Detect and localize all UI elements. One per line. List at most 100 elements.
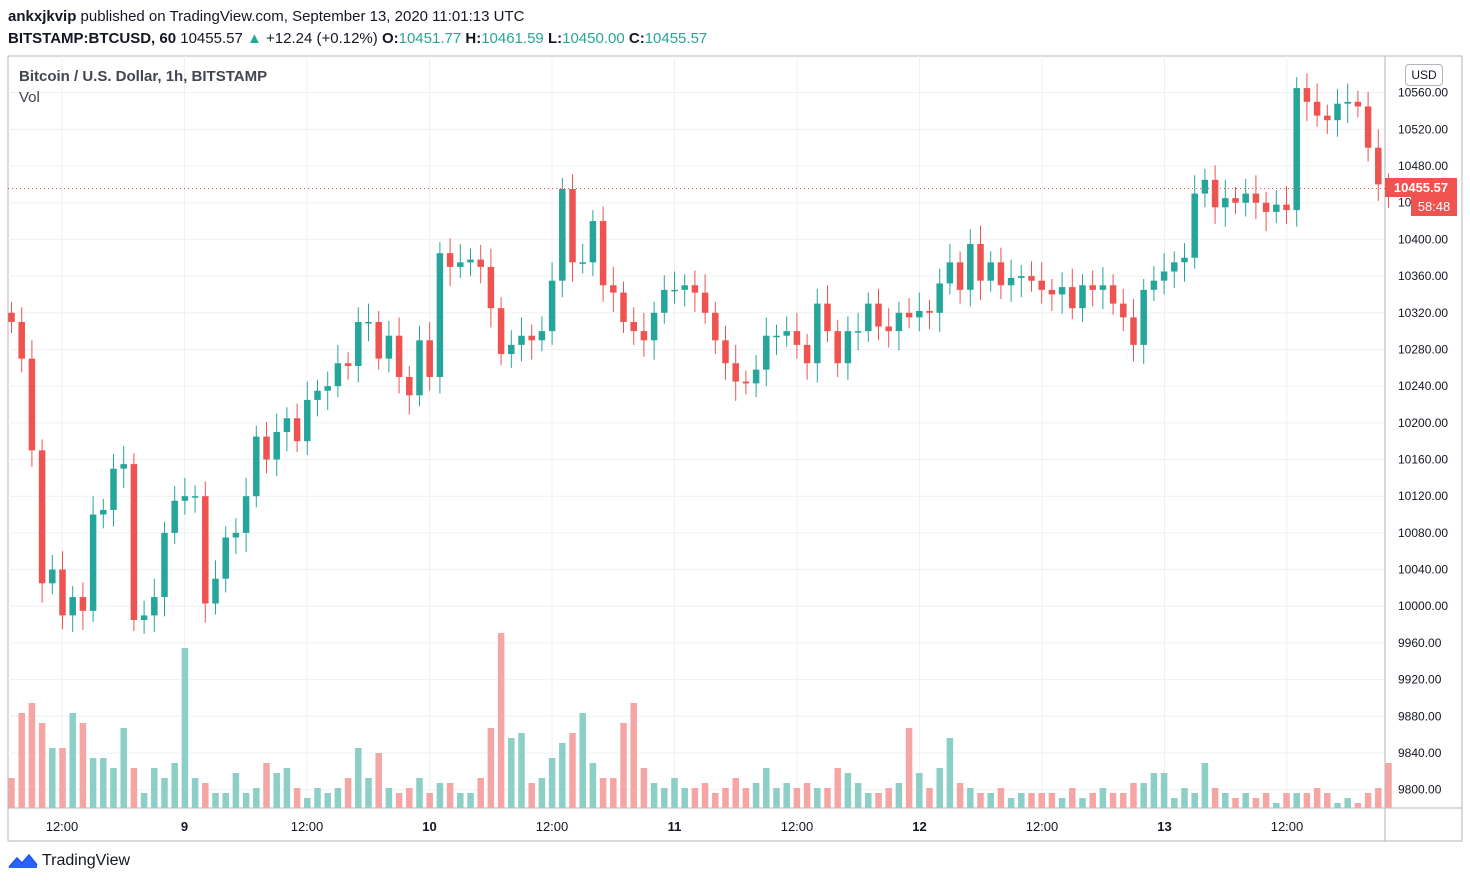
y-tick-label: 10320.00 xyxy=(1398,306,1448,320)
candle xyxy=(956,262,964,290)
x-tick-label: 12 xyxy=(912,819,926,834)
candle xyxy=(518,335,525,345)
volume-bar xyxy=(1120,793,1127,808)
candle xyxy=(1007,277,1015,286)
volume-bar xyxy=(559,743,566,808)
candle xyxy=(650,312,658,341)
volume-bar xyxy=(426,793,433,808)
x-tick-label: 9 xyxy=(181,819,188,834)
volume-bar xyxy=(416,778,423,808)
volume-bar xyxy=(824,788,831,808)
volume-bar xyxy=(1385,763,1392,808)
candle xyxy=(365,321,372,324)
candle xyxy=(1232,198,1239,203)
footer-brand[interactable]: TradingView xyxy=(8,852,130,870)
volume-bar xyxy=(701,783,709,808)
published-text: published on TradingView.com, September … xyxy=(80,8,525,25)
volume-bar xyxy=(1324,793,1331,808)
currency-button[interactable]: USD xyxy=(1405,64,1443,86)
y-tick-label: 10200.00 xyxy=(1398,416,1448,430)
candle xyxy=(1099,285,1107,290)
y-tick-label: 10080.00 xyxy=(1398,526,1448,540)
candle xyxy=(548,280,556,332)
volume-bar xyxy=(212,793,219,808)
candle xyxy=(1048,289,1056,295)
volume-bar xyxy=(987,793,994,808)
candle xyxy=(589,221,597,263)
symbol-label: BITSTAMP:BTCUSD, 60 xyxy=(8,30,177,47)
volume-bar xyxy=(1048,793,1056,808)
candle xyxy=(1252,193,1260,203)
candle xyxy=(283,418,291,432)
volume-bar xyxy=(742,788,750,808)
volume-bar xyxy=(844,773,852,808)
volume-bar xyxy=(1160,773,1168,808)
candle xyxy=(69,597,76,616)
candle xyxy=(630,321,637,332)
volume-bar xyxy=(273,773,280,808)
volume-bar xyxy=(1375,788,1382,808)
volume-bar xyxy=(38,723,46,808)
volume-bar xyxy=(1344,798,1351,808)
volume-bar xyxy=(171,763,178,808)
volume-bar xyxy=(783,783,790,808)
candle xyxy=(416,340,423,396)
volume-bar xyxy=(242,793,250,808)
volume-bar xyxy=(436,783,444,808)
volume-bar xyxy=(620,723,627,808)
volume-bar xyxy=(1242,793,1249,808)
candle xyxy=(355,321,362,366)
candle xyxy=(559,188,566,281)
y-tick-label: 10560.00 xyxy=(1398,86,1448,100)
candle xyxy=(1171,262,1178,272)
volume-bar xyxy=(1079,798,1086,808)
volume-bar xyxy=(69,713,76,808)
y-tick-label: 9880.00 xyxy=(1398,709,1442,723)
volume-bar xyxy=(140,793,148,808)
volume-bar xyxy=(1038,793,1045,808)
candle xyxy=(661,289,668,313)
volume-bar xyxy=(161,778,168,808)
volume-bar xyxy=(344,778,352,808)
candle xyxy=(161,532,168,598)
candle xyxy=(1018,276,1025,278)
volume-bar xyxy=(263,763,270,808)
candle xyxy=(375,321,382,359)
volume-bar xyxy=(1171,798,1178,808)
volume-bar xyxy=(283,768,291,808)
candle xyxy=(1079,285,1086,309)
candle xyxy=(171,500,178,533)
volume-bar xyxy=(1109,793,1117,808)
volume-bar xyxy=(28,703,36,808)
volume-bar xyxy=(732,778,739,808)
volume-bar xyxy=(79,723,87,808)
volume-bar xyxy=(314,788,321,808)
candle xyxy=(722,340,729,364)
open-label: O: xyxy=(381,30,399,47)
candle xyxy=(18,321,25,359)
candle xyxy=(1313,101,1321,116)
volume-bar xyxy=(1191,793,1198,808)
x-tick-label: 12:00 xyxy=(536,819,569,834)
candle xyxy=(38,450,46,584)
candle xyxy=(742,381,750,384)
candle xyxy=(732,363,739,382)
candle xyxy=(130,464,138,620)
x-tick-label: 12:00 xyxy=(1271,819,1304,834)
y-tick-label: 9840.00 xyxy=(1398,746,1442,760)
volume-bar xyxy=(1283,793,1290,808)
candle xyxy=(406,376,413,396)
volume-bar xyxy=(446,783,454,808)
volume-bar xyxy=(681,788,688,808)
change-value: +12.24 (+0.12%) xyxy=(266,30,378,47)
candle xyxy=(1293,88,1300,211)
volume-bar xyxy=(691,788,699,808)
candle xyxy=(579,262,586,264)
candle xyxy=(497,308,505,355)
volume-bar xyxy=(1140,783,1147,808)
publisher-name[interactable]: ankxjkvip xyxy=(8,8,77,25)
countdown-tag: 58:48 xyxy=(1411,197,1457,217)
y-tick-label: 10520.00 xyxy=(1398,122,1448,136)
volume-bar xyxy=(803,783,811,808)
